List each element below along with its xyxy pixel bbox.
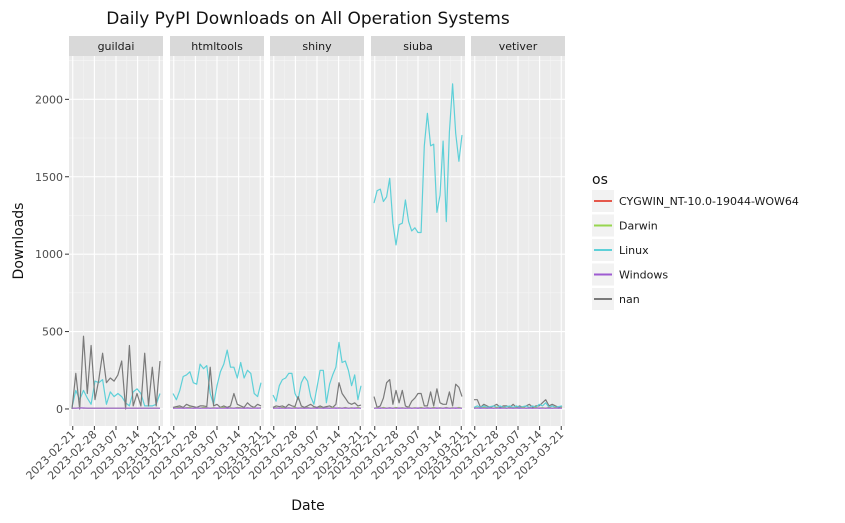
series-line-guildai-nan bbox=[71, 335, 161, 410]
legend-item: nan bbox=[592, 288, 640, 310]
facet-strip-label: siuba bbox=[403, 40, 432, 53]
series-line-shiny-linux bbox=[272, 341, 362, 405]
legend-label: Linux bbox=[619, 244, 649, 257]
facet-panel-shiny: shiny2023-02-212023-02-282023-03-072023-… bbox=[225, 36, 365, 482]
facet-strip-label: vetiver bbox=[499, 40, 538, 53]
facet-strip bbox=[371, 36, 465, 56]
series-line-siuba-linux bbox=[373, 83, 463, 246]
legend-label: Darwin bbox=[619, 220, 658, 233]
facet-strip bbox=[471, 36, 565, 56]
facet-strip bbox=[170, 36, 264, 56]
facet-strip-label: shiny bbox=[302, 40, 332, 53]
legend: os CYGWIN_NT-10.0-19044-WOW64 Darwin Linux… bbox=[592, 172, 799, 310]
facet-panels: guildai2023-02-212023-02-282023-03-07202… bbox=[24, 36, 566, 482]
facet-panel-vetiver: vetiver2023-02-212023-02-282023-03-07202… bbox=[426, 36, 566, 482]
y-tick-label: 500 bbox=[42, 326, 63, 339]
x-axis-label: Date bbox=[291, 498, 324, 514]
legend-item: Darwin bbox=[592, 214, 658, 237]
legend-title: os bbox=[592, 172, 608, 188]
legend-item: Linux bbox=[592, 239, 649, 261]
legend-label: CYGWIN_NT-10.0-19044-WOW64 bbox=[619, 195, 799, 208]
legend-label: nan bbox=[619, 293, 640, 306]
y-axis: 0 500 1000 1500 2000 bbox=[35, 93, 69, 416]
y-tick-label: 1500 bbox=[35, 171, 63, 184]
series-line-htmltools-linux bbox=[172, 349, 262, 405]
facet-panel-siuba: siuba2023-02-212023-02-282023-03-072023-… bbox=[326, 36, 466, 482]
facet-strip bbox=[270, 36, 364, 56]
y-axis-label: Downloads bbox=[11, 203, 27, 280]
series-line-siuba-nan bbox=[373, 379, 463, 408]
series-line-guildai-linux bbox=[71, 379, 161, 408]
legend-item: CYGWIN_NT-10.0-19044-WOW64 bbox=[592, 190, 799, 212]
series-line-htmltools-nan bbox=[172, 366, 262, 408]
facet-panel-guildai: guildai2023-02-212023-02-282023-03-07202… bbox=[24, 36, 164, 482]
y-tick-label: 1000 bbox=[35, 248, 63, 261]
facet-strip-label: guildai bbox=[98, 40, 135, 53]
legend-item: Windows bbox=[592, 263, 668, 286]
facet-panel-htmltools: htmltools2023-02-212023-02-282023-03-072… bbox=[125, 36, 265, 482]
y-tick-label: 2000 bbox=[35, 93, 63, 106]
facet-strip bbox=[69, 36, 163, 56]
chart-title: Daily PyPI Downloads on All Operation Sy… bbox=[106, 9, 510, 29]
facet-strip-label: htmltools bbox=[191, 40, 243, 53]
series-line-vetiver-linux bbox=[473, 402, 563, 408]
legend-label: Windows bbox=[619, 269, 668, 282]
y-tick-label: 0 bbox=[56, 403, 63, 416]
legend-items: CYGWIN_NT-10.0-19044-WOW64 Darwin Linux Win… bbox=[592, 190, 799, 310]
